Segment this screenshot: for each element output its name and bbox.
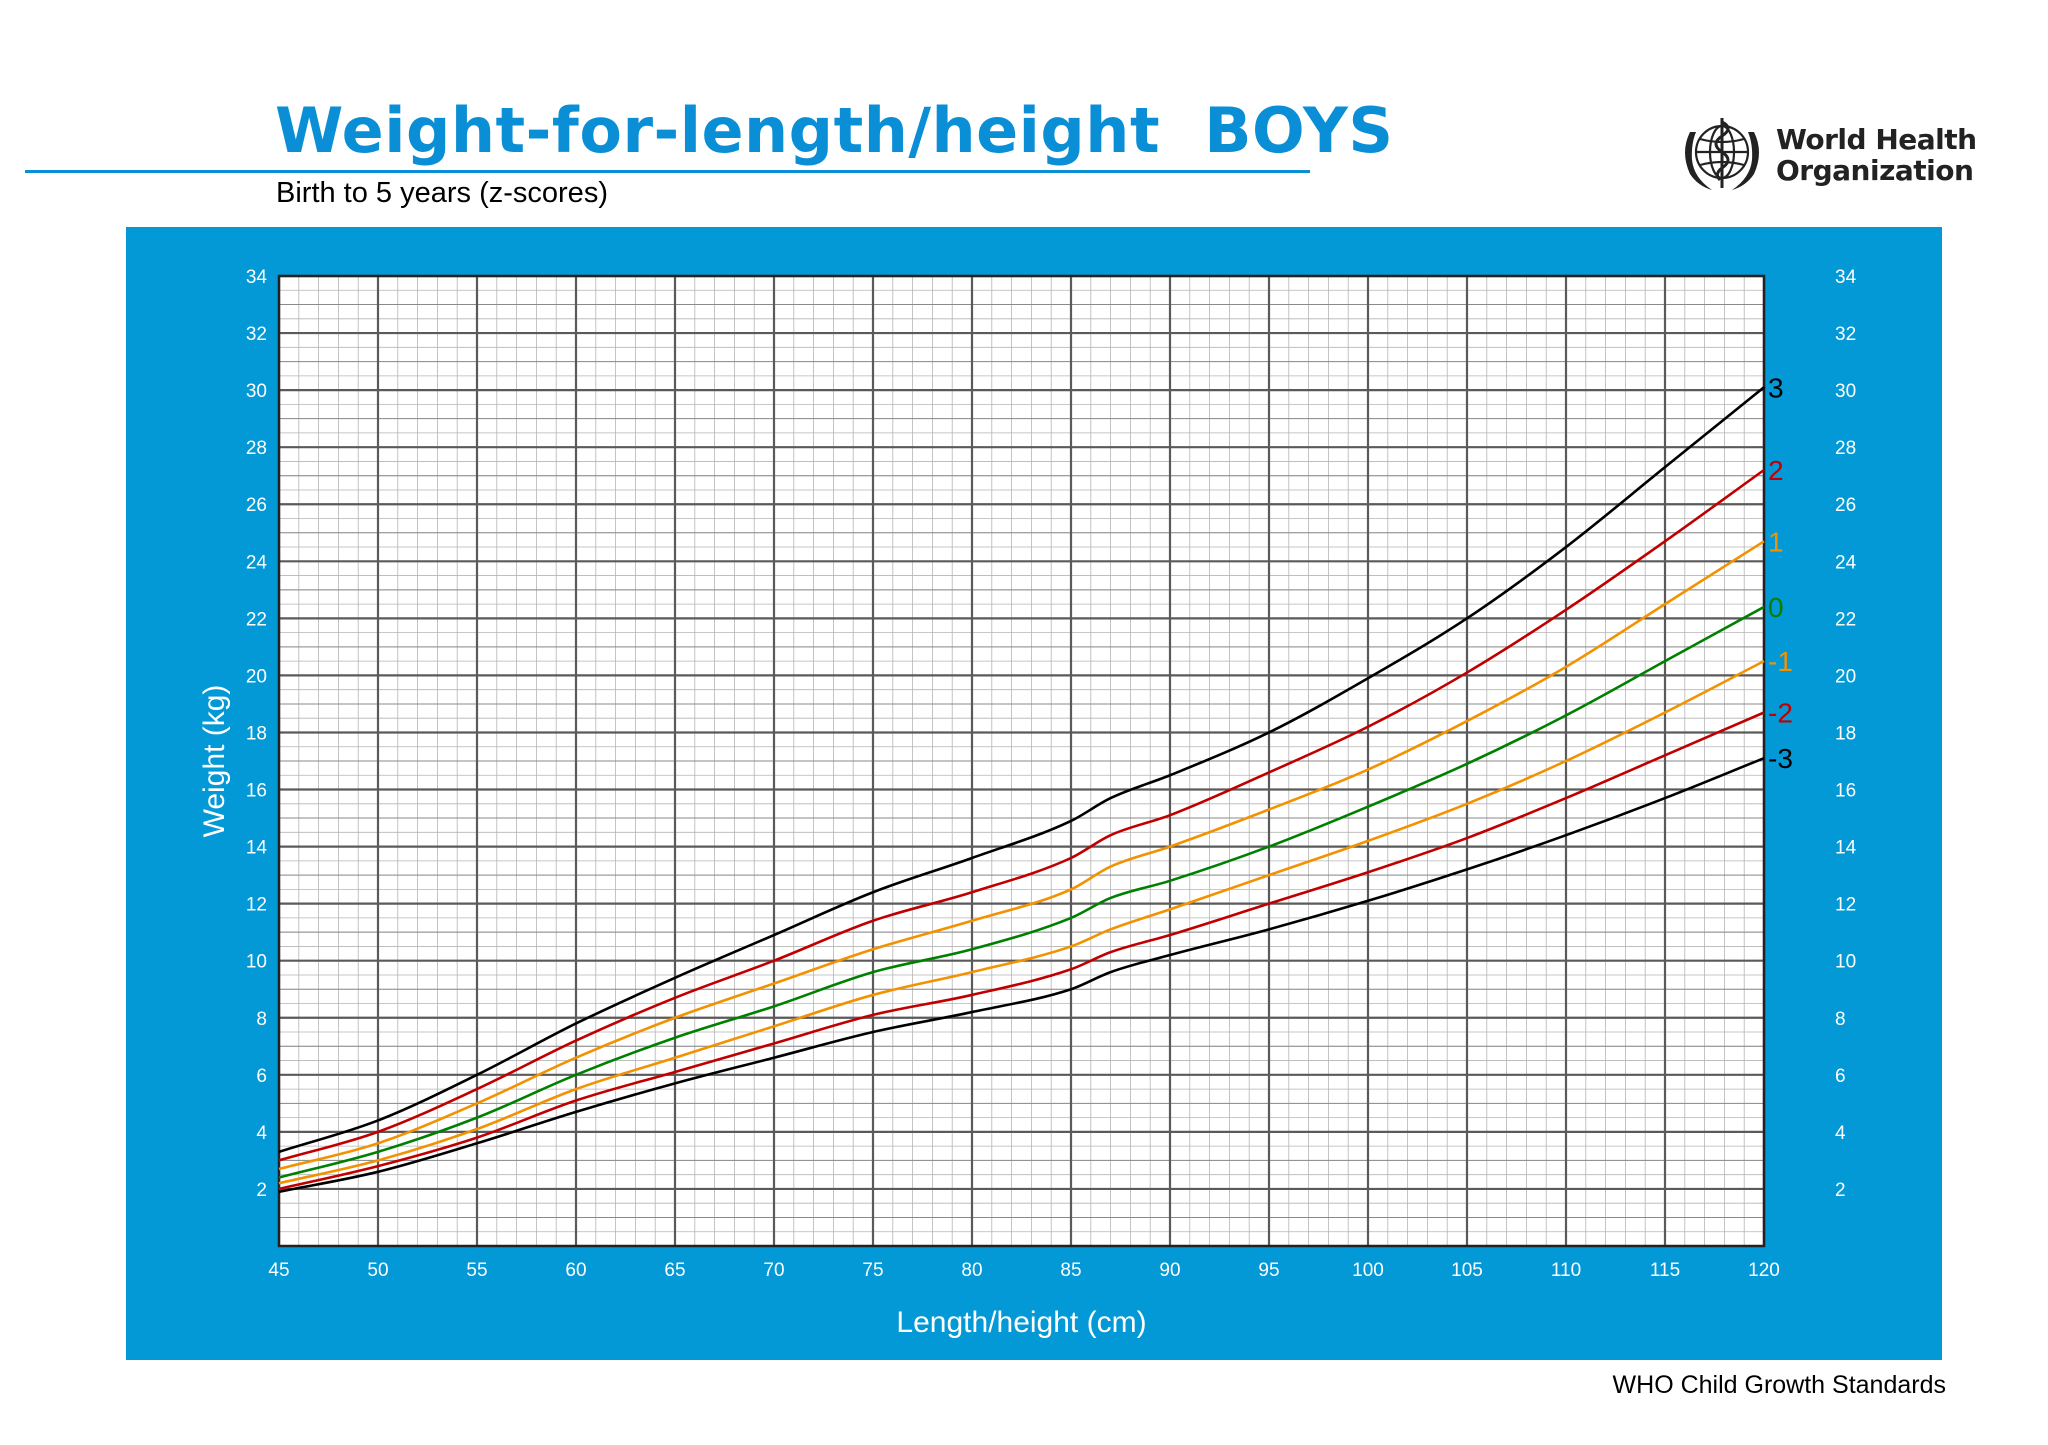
x-tick-label: 100 [1352, 1260, 1384, 1281]
org-name-line2: Organization [1776, 154, 1974, 187]
y-tick-label-right: 10 [1835, 952, 1856, 973]
x-axis-label: Length/height (cm) [896, 1306, 1146, 1339]
x-tick-label: 75 [862, 1260, 883, 1281]
series-label-z-1: -1 [1768, 646, 1793, 677]
series-label-z-2: -2 [1768, 698, 1793, 729]
y-tick-label-left: 24 [246, 552, 268, 573]
y-tick-label-left: 20 [246, 666, 267, 687]
series-line-z1 [278, 540, 1765, 1171]
y-tick-label-right: 18 [1835, 723, 1856, 744]
series-line-z-3 [278, 756, 1765, 1194]
y-tick-label-left: 28 [246, 438, 267, 459]
page-subtitle: Birth to 5 years (z-scores) [276, 177, 608, 209]
series-label-z0: 0 [1768, 592, 1784, 623]
series-label-z3: 3 [1768, 372, 1784, 403]
series-label-z1: 1 [1768, 526, 1784, 557]
y-tick-label-left: 22 [246, 609, 267, 630]
series-line-z3 [278, 386, 1765, 1154]
x-tick-label: 55 [466, 1260, 487, 1281]
y-tick-label-right: 12 [1835, 895, 1856, 916]
y-tick-label-left: 34 [246, 267, 268, 288]
y-tick-label-left: 8 [256, 1009, 267, 1030]
x-tick-label: 120 [1748, 1260, 1780, 1281]
y-tick-label-left: 10 [246, 952, 267, 973]
x-tick-label: 110 [1551, 1260, 1581, 1281]
series-line-z-1 [278, 659, 1765, 1185]
org-name: World Health Organization [1776, 124, 1977, 186]
series-line-z-2 [278, 711, 1765, 1191]
y-tick-label-left: 4 [256, 1123, 267, 1144]
y-tick-label-right: 14 [1835, 838, 1857, 859]
y-tick-label-left: 6 [256, 1066, 267, 1087]
plot-border [277, 274, 1766, 1248]
y-tick-label-right: 30 [1835, 381, 1856, 402]
y-tick-label-left: 26 [246, 495, 267, 516]
y-tick-label-right: 20 [1835, 666, 1856, 687]
y-tick-label-right: 26 [1835, 495, 1856, 516]
y-tick-label-right: 22 [1835, 609, 1856, 630]
x-tick-label: 45 [268, 1260, 289, 1281]
y-tick-label-right: 6 [1835, 1066, 1846, 1087]
series-label-z2: 2 [1768, 455, 1784, 486]
y-tick-label-left: 16 [246, 781, 267, 802]
y-tick-label-right: 4 [1835, 1123, 1846, 1144]
y-tick-label-right: 2 [1835, 1180, 1846, 1201]
x-tick-label: 65 [664, 1260, 685, 1281]
x-tick-label: 60 [565, 1260, 586, 1281]
title-rule [25, 170, 1310, 173]
series-label-z-3: -3 [1768, 743, 1793, 774]
x-tick-label: 85 [1060, 1260, 1081, 1281]
x-tick-label: 95 [1258, 1260, 1279, 1281]
y-tick-label-right: 28 [1835, 438, 1856, 459]
footer-text: WHO Child Growth Standards [1612, 1371, 1946, 1399]
y-tick-label-left: 32 [246, 324, 267, 345]
y-tick-label-right: 16 [1835, 781, 1856, 802]
x-tick-label: 115 [1650, 1260, 1680, 1281]
series-line-z2 [278, 468, 1765, 1162]
x-tick-label: 70 [763, 1260, 784, 1281]
x-tick-label: 105 [1451, 1260, 1483, 1281]
y-tick-label-left: 30 [246, 381, 267, 402]
y-tick-label-left: 12 [246, 895, 267, 916]
y-tick-label-right: 32 [1835, 324, 1856, 345]
y-tick-label-left: 2 [256, 1180, 267, 1201]
y-tick-label-right: 8 [1835, 1009, 1846, 1030]
y-axis-label: Weight (kg) [198, 685, 231, 838]
org-name-line1: World Health [1776, 123, 1977, 156]
x-tick-label: 90 [1159, 1260, 1180, 1281]
series-line-z0 [278, 605, 1765, 1179]
chart-panel: 45 50 55 60 65 70 75 80 85 90 95 100 105 110 115 120 2 2 4… [126, 227, 1942, 1360]
y-tick-label-right: 24 [1835, 552, 1857, 573]
who-emblem-icon [1685, 118, 1759, 190]
page-title: Weight-for-length/height BOYS [275, 94, 1394, 167]
x-tick-label: 80 [961, 1260, 982, 1281]
y-tick-label-left: 14 [246, 838, 268, 859]
y-tick-label-right: 34 [1835, 267, 1857, 288]
x-tick-label: 50 [367, 1260, 388, 1281]
y-tick-label-left: 18 [246, 723, 267, 744]
